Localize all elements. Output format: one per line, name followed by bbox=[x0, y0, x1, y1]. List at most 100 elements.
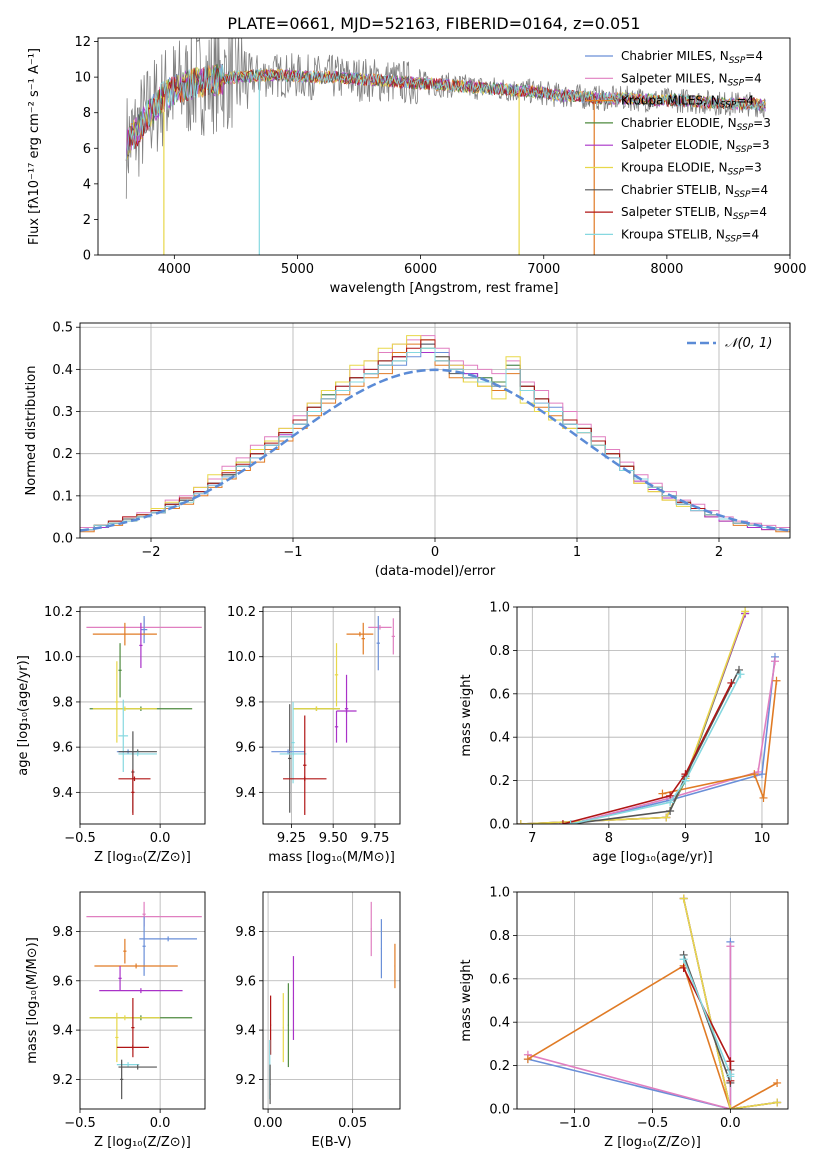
massweight-marker bbox=[679, 955, 688, 964]
legend-entry: Chabrier ELODIE, NSSP=3 bbox=[621, 116, 771, 133]
mass_vs_ebv-xtick-label: 0.05 bbox=[338, 1116, 367, 1131]
errorbar-point bbox=[269, 1064, 271, 1105]
massweight-marker bbox=[773, 1078, 782, 1087]
massweight-marker bbox=[666, 806, 675, 815]
massweight_vs_Z-axes: −1.0 −0.5 0.0 0.0 0.2 0.4 0.6 0.8 1.0 Z [log₁₀(Z/… bbox=[459, 886, 789, 1150]
massweight-marker bbox=[759, 793, 768, 802]
legend-entry: Salpeter STELIB, NSSP=4 bbox=[621, 205, 767, 222]
errorbar-point bbox=[334, 643, 339, 707]
mass-vs-ebv-panel: 0.00 0.05 9.2 9.4 9.6 9.8 E(B-V) bbox=[235, 891, 401, 1150]
errorbar-point bbox=[336, 708, 357, 714]
spectrum-xtick-label: 5000 bbox=[281, 262, 314, 277]
age_vs_Z-axes: −0.5 0.0 9.4 9.6 9.8 10.0 10.2 Z [log₁₀(Z/Z⊙)] a… bbox=[16, 605, 206, 865]
errorbar-point bbox=[368, 625, 392, 630]
massweight_vs_age-ytick-label: 0.0 bbox=[489, 818, 510, 833]
residuals-ytick-label: 0.4 bbox=[52, 363, 73, 378]
age_vs_mass-xtick-label: 9.75 bbox=[360, 831, 389, 846]
errorbar-point bbox=[346, 631, 374, 637]
residual-histogram-panel: −2 −1 0 1 2 0.0 0.1 0.2 0.3 0.4 0.5 (data-model)/er… bbox=[24, 321, 791, 579]
spectrum-xtick-label: 9000 bbox=[773, 262, 806, 277]
age_vs_Z-ytick-label: 10.0 bbox=[44, 650, 73, 665]
age_vs_mass-ytick-label: 9.8 bbox=[235, 695, 256, 710]
massweight_vs_Z-ytick-label: 0.8 bbox=[489, 929, 510, 944]
massweight_vs_Z-xlabel: Z [log₁₀(Z/Z⊙)] bbox=[604, 1135, 701, 1150]
massweight_vs_age-ytick-label: 0.8 bbox=[489, 644, 510, 659]
age_vs_mass-plot-area bbox=[271, 616, 395, 815]
errorbar-point bbox=[118, 699, 129, 773]
residuals-ylabel: Normed distribution bbox=[24, 366, 39, 496]
massweight_vs_age-ylabel: mass weight bbox=[459, 674, 474, 756]
residuals-ytick-label: 0.5 bbox=[52, 321, 73, 336]
age_vs_mass-xtick-label: 9.50 bbox=[319, 831, 348, 846]
errorbar-point bbox=[139, 622, 143, 669]
massweight-line bbox=[527, 946, 732, 1109]
age_vs_Z-frame bbox=[79, 606, 206, 825]
mass_vs_Z-xtick-label: −0.5 bbox=[64, 1116, 96, 1131]
errorbar-point bbox=[94, 963, 178, 969]
massweight-line bbox=[682, 898, 778, 1109]
residuals-xlabel: (data-model)/error bbox=[375, 564, 496, 579]
errorbar-point bbox=[115, 661, 119, 743]
age_vs_Z-ytick-label: 9.4 bbox=[52, 786, 73, 801]
errorbar-point bbox=[118, 751, 157, 757]
age_vs_mass-xlabel: mass [log₁₀(M/M⊙)] bbox=[268, 850, 395, 865]
massweight_vs_age-ytick-label: 0.2 bbox=[489, 774, 510, 789]
mass_vs_ebv-plot-area bbox=[269, 901, 396, 1105]
spectrum-ylabel: Flux [fλ10⁻¹⁷ erg cm⁻² s⁻¹ A⁻¹] bbox=[27, 48, 42, 245]
massweight-marker bbox=[741, 607, 750, 616]
mass_vs_ebv-ytick-label: 9.4 bbox=[235, 1024, 256, 1039]
massweight_vs_age-ytick-label: 0.6 bbox=[489, 687, 510, 702]
errorbar-point bbox=[287, 983, 289, 1068]
errorbar-point bbox=[303, 715, 307, 815]
spectrum-xtick-label: 7000 bbox=[527, 262, 560, 277]
legend-entry: Salpeter MILES, NSSP=4 bbox=[621, 71, 762, 88]
massweight_vs_Z-frame bbox=[516, 891, 789, 1110]
residuals-frame bbox=[79, 322, 791, 539]
errorbar-point bbox=[283, 776, 327, 782]
residuals-xtick-label: −1 bbox=[283, 545, 302, 560]
errorbar-point bbox=[292, 956, 295, 1040]
age_vs_mass-ytick-label: 10.0 bbox=[227, 650, 256, 665]
massweight-marker bbox=[726, 1105, 735, 1109]
massweight-marker bbox=[658, 789, 667, 798]
massweight-marker bbox=[517, 820, 525, 824]
errorbar-point bbox=[394, 943, 396, 989]
spectrum-axes: 4000 5000 6000 7000 8000 9000 0 2 4 6 8 10 12 wavelen… bbox=[27, 35, 807, 296]
massweight-line bbox=[570, 669, 740, 824]
mass_vs_ebv-ytick-label: 9.2 bbox=[235, 1073, 256, 1088]
massweight-line bbox=[562, 682, 733, 824]
massweight-marker bbox=[681, 776, 690, 785]
errorbar-point bbox=[89, 1015, 161, 1021]
mass_vs_ebv-axes: 0.00 0.05 9.2 9.4 9.6 9.8 E(B-V) bbox=[235, 891, 401, 1150]
errorbar-point bbox=[142, 916, 146, 976]
mass_vs_ebv-grid bbox=[263, 892, 400, 1109]
massweight_vs_age-axes: 7 8 9 10 0.0 0.2 0.4 0.6 0.8 1.0 age [log₁₀(age/yr… bbox=[459, 601, 789, 865]
massweight-line bbox=[570, 661, 776, 824]
spectrum-ytick-label: 12 bbox=[74, 35, 91, 50]
massweight_vs_age-grid bbox=[517, 606, 788, 825]
mass_vs_ebv-ytick-label: 9.6 bbox=[235, 974, 256, 989]
errorbar-point bbox=[99, 988, 183, 994]
model-spectrum-line bbox=[125, 67, 766, 161]
mass_vs_Z-axes: −0.5 0.0 9.2 9.4 9.6 9.8 Z [log₁₀(Z/Z⊙)] mass [… bbox=[25, 891, 206, 1150]
massweight_vs_Z-ytick-label: 0.6 bbox=[489, 972, 510, 987]
age_vs_mass-xtick-label: 9.25 bbox=[277, 831, 306, 846]
massweight_vs_Z-xtick-label: −0.5 bbox=[637, 1116, 669, 1131]
massweight_vs_Z-xtick-label: −1.0 bbox=[559, 1116, 591, 1131]
spectrum-xtick-label: 6000 bbox=[404, 262, 437, 277]
residuals-ytick-label: 0.0 bbox=[52, 532, 73, 547]
mass_vs_Z-ytick-label: 9.6 bbox=[52, 974, 73, 989]
residual-legend: 𝒩(0, 1) bbox=[687, 336, 772, 351]
spectrum-ytick-label: 0 bbox=[83, 249, 91, 264]
errorbar-point bbox=[118, 643, 122, 698]
age_vs_Z-plot-area bbox=[86, 616, 202, 815]
errorbar-point bbox=[116, 1062, 140, 1068]
mass_vs_ebv-frame bbox=[262, 891, 401, 1110]
residuals-xtick-label: 2 bbox=[715, 545, 723, 560]
massweight_vs_age-xlabel: age [log₁₀(age/yr)] bbox=[592, 850, 713, 865]
residuals-plot-area bbox=[80, 335, 790, 538]
errorbar-point bbox=[376, 616, 380, 671]
massweight-line bbox=[527, 964, 778, 1109]
age_vs_Z-xtick-label: 0.0 bbox=[150, 831, 171, 846]
